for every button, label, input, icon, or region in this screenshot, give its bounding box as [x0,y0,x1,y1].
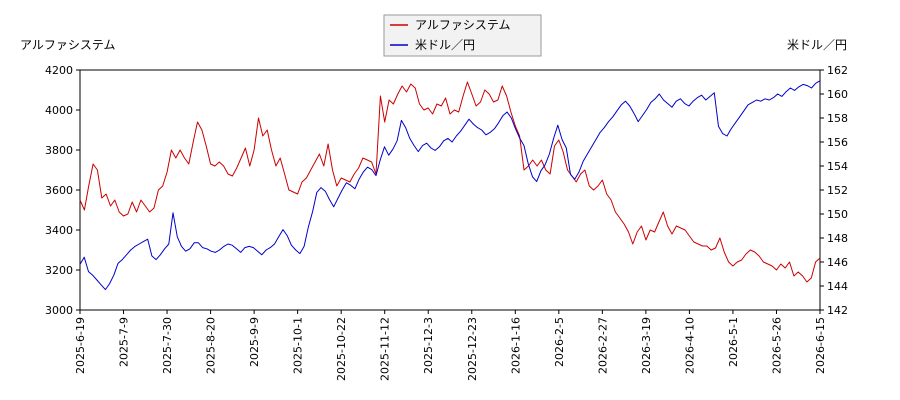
legend-label-usdjpy: 米ドル／円 [415,38,475,52]
left-tick-label: 4000 [45,104,73,117]
left-axis-title: アルファシステム [20,38,116,52]
series-lines [79,80,821,291]
series-line-alpha-system [79,81,821,283]
right-axis: 142 144 146 148 150 152 154 156 158 160 162 [820,64,848,317]
plot-frame [79,69,821,311]
right-tick-label: 154 [827,160,848,173]
right-tick-label: 152 [827,184,848,197]
left-tick-label: 3200 [45,264,73,277]
x-tick-label: 2025-11-12 [379,317,392,381]
left-tick-label: 3800 [45,144,73,157]
legend: アルファシステム 米ドル／円 [383,14,542,57]
left-axis: 3000 3200 3400 3600 3800 4000 4200 [45,64,80,317]
right-tick-label: 142 [827,304,848,317]
right-tick-label: 162 [827,64,848,77]
right-tick-label: 148 [827,232,848,245]
x-tick-label: 2026-2-27 [596,317,609,374]
x-tick-label: 2026-2-5 [553,317,566,367]
x-axis: 2025-6-19 2025-7-9 2025-7-30 2025-8-20 2025-… [74,310,827,381]
x-tick-label: 2025-10-22 [335,317,348,381]
x-tick-label: 2026-3-19 [640,317,653,374]
left-tick-label: 3600 [45,184,73,197]
x-tick-label: 2025-10-1 [292,317,305,374]
x-tick-label: 2026-6-15 [814,317,827,374]
legend-label-alpha: アルファシステム [415,18,511,32]
right-tick-label: 156 [827,136,848,149]
x-tick-label: 2026-1-16 [509,317,522,374]
x-tick-label: 2025-6-19 [74,317,87,374]
right-tick-label: 150 [827,208,848,221]
right-tick-label: 158 [827,112,848,125]
left-tick-label: 3000 [45,304,73,317]
x-tick-label: 2025-12-3 [422,317,435,374]
right-tick-label: 160 [827,88,848,101]
right-tick-label: 144 [827,280,848,293]
legend-box [383,14,542,57]
right-axis-title: 米ドル／円 [787,38,847,52]
right-tick-label: 146 [827,256,848,269]
x-tick-label: 2026-5-1 [727,317,740,367]
series-line-usd-jpy [79,80,821,291]
x-tick-label: 2026-5-26 [770,317,783,374]
left-tick-label: 4200 [45,64,73,77]
left-tick-label: 3400 [45,224,73,237]
x-tick-label: 2026-4-10 [683,317,696,374]
x-tick-label: 2025-8-20 [205,317,218,374]
x-tick-label: 2025-9-9 [248,317,261,367]
x-tick-label: 2025-7-30 [161,317,174,374]
x-tick-label: 2025-12-23 [466,317,479,381]
x-tick-label: 2025-7-9 [118,317,131,367]
